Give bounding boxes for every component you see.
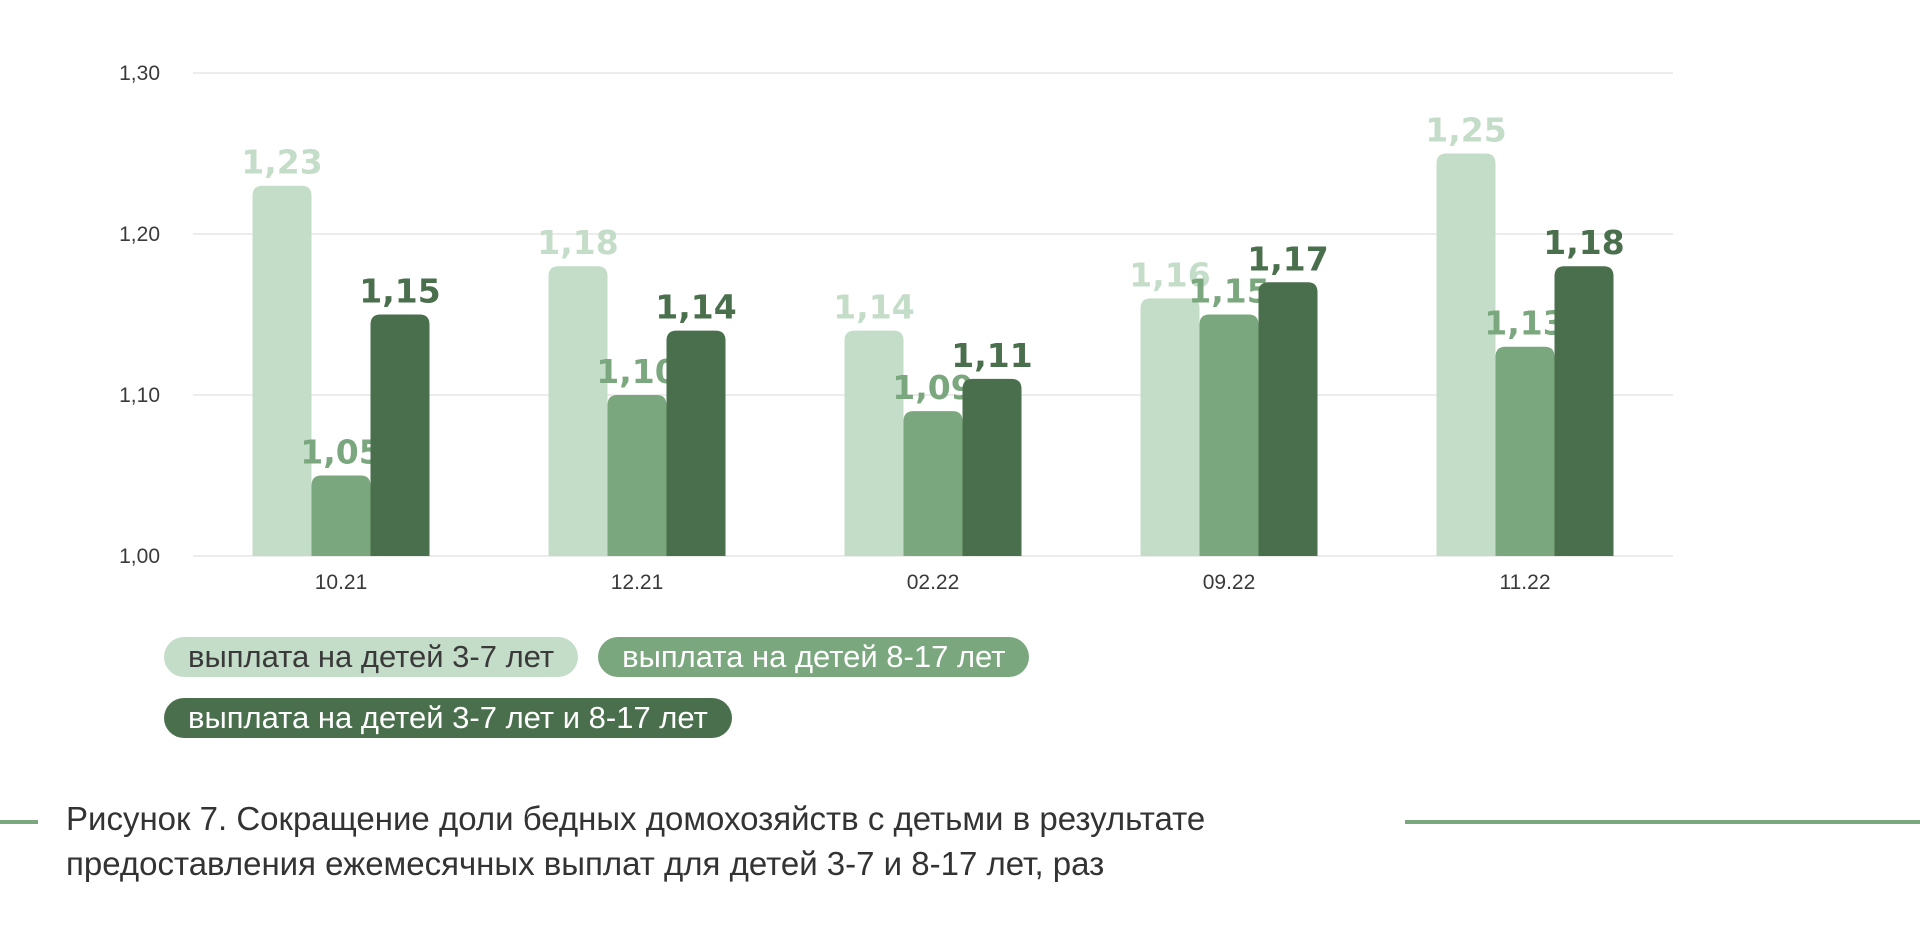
y-tick-label: 1,10 [119,384,160,407]
x-tick-label: 12.21 [611,571,664,594]
data-label: 1,16 [1129,255,1210,294]
data-label: 1,13 [1484,304,1565,343]
bar [607,395,667,556]
bar [1199,314,1259,556]
legend-item-3-7-and-8-17: выплата на детей 3-7 лет и 8-17 лет [164,698,732,738]
y-tick-label: 1,30 [119,62,160,85]
legend-item-3-7: выплата на детей 3-7 лет [164,637,579,677]
bar [252,185,312,556]
bar [844,330,904,556]
data-label: 1,14 [655,288,736,327]
caption-rule-left [0,820,38,824]
caption-line-1: Рисунок 7. Сокращение доли бедных домохо… [66,800,1206,837]
data-label: 1,18 [537,223,618,262]
bar [666,330,726,556]
bar [903,411,963,556]
y-tick-label: 1,20 [119,223,160,246]
x-tick-label: 02.22 [907,571,960,594]
caption-line-2: предоставления ежемесячных выплат для де… [66,845,1105,882]
bar [548,266,608,556]
x-tick-label: 09.22 [1203,571,1256,594]
x-tick-label: 11.22 [1500,571,1551,594]
bar [1140,298,1200,556]
caption-rule-right [1405,820,1920,824]
bar [1495,346,1555,556]
y-tick-label: 1,00 [119,545,160,568]
bar [1436,153,1496,556]
data-label: 1,14 [833,288,914,327]
data-label: 1,05 [300,433,381,472]
bar-chart: 1,00 1,10 1,20 1,30 1,23 1,05 1,15 10.21 1,18 1,1… [119,62,1673,594]
data-label: 1,10 [596,352,677,391]
data-label: 1,17 [1247,239,1328,278]
bar [370,314,430,556]
legend-item-8-17: выплата на детей 8-17 лет [598,637,1030,677]
bar [1258,282,1318,556]
bar [962,378,1022,556]
legend: выплата на детей 3-7 лет выплата на дете… [164,637,1264,759]
data-label: 1,18 [1543,223,1624,262]
data-label: 1,11 [951,336,1032,375]
figure-caption: Рисунок 7. Сокращение доли бедных домохо… [66,796,1366,886]
data-label: 1,09 [892,368,973,407]
data-label: 1,15 [1188,272,1269,311]
bar [1554,266,1614,556]
data-label: 1,15 [359,272,440,311]
x-tick-label: 10.21 [315,571,368,594]
bar [311,475,371,556]
data-label: 1,23 [241,143,322,182]
data-label: 1,25 [1425,111,1506,150]
